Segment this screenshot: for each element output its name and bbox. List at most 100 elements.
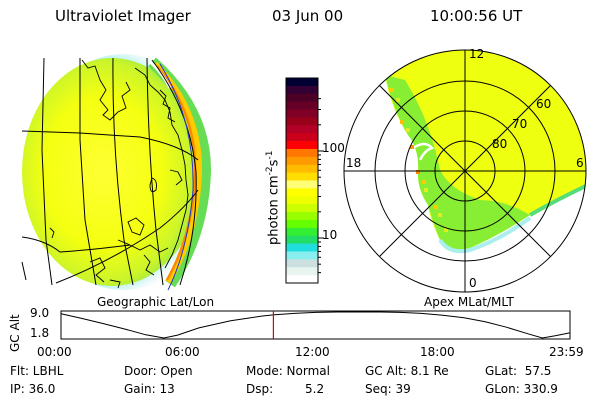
colorbar-band [286, 275, 318, 284]
colorbar-band [286, 172, 318, 181]
colorbar-band [286, 93, 318, 103]
colorbar-band [286, 188, 318, 197]
emission-spots [390, 88, 454, 240]
colorbar-band [286, 164, 318, 174]
lat-label-60: 60 [536, 97, 552, 111]
coastline [134, 67, 189, 269]
coastline [81, 59, 131, 121]
coastline [89, 257, 106, 283]
coastlines [49, 59, 189, 289]
altitude-curve [60, 311, 570, 339]
colorbar-band [286, 117, 318, 126]
emission-fringe [529, 183, 586, 217]
colorbar-unit-text2: s [266, 159, 282, 167]
colorbar-band [286, 219, 318, 229]
aurora-arc-mid [152, 61, 203, 284]
status-gain: Gain: 13 [124, 382, 175, 396]
colorbar-frame [285, 77, 319, 284]
axis-diagonal [379, 85, 551, 257]
status-mode: Mode: Normal [246, 364, 330, 378]
colorbar-band [286, 204, 318, 213]
emission-edge [385, 75, 530, 252]
colorbar-band [286, 196, 318, 205]
right-panel-caption: Apex MLat/MLT [424, 295, 514, 309]
colorbar-band [286, 227, 318, 237]
meridian [112, 57, 134, 286]
altitude-ylabel: GC Alt [8, 314, 22, 352]
colorbar-band [286, 85, 318, 95]
colorbar-tick-10: 10 [322, 228, 338, 242]
status-filter: Flt: LBHL [10, 364, 64, 378]
coastline [127, 217, 145, 236]
emission-spot [434, 205, 438, 209]
colorbar-band [286, 133, 318, 142]
colorbar-band [286, 101, 318, 111]
time-tick-1200: 12:00 [295, 345, 330, 359]
time-tick-0000: 00:00 [37, 345, 72, 359]
emission-spot [444, 228, 448, 232]
lat-label-80: 80 [492, 137, 508, 151]
mlt-label-18: 18 [346, 156, 362, 170]
emission-spot [450, 236, 454, 240]
parallel [21, 261, 27, 281]
emission-spot [400, 120, 404, 124]
emission-spot [438, 213, 442, 217]
colorbar-band [286, 212, 318, 221]
globe-grid [21, 57, 199, 291]
colorbar-band [286, 235, 318, 245]
colorbar-band [286, 251, 318, 260]
emission-spot [406, 128, 410, 132]
coastline [159, 89, 176, 123]
time-tick-2359: 23:59 [549, 345, 584, 359]
status-ip: IP: 36.0 [10, 382, 56, 396]
globe-disk [22, 58, 202, 286]
parallel [21, 236, 131, 253]
aurora-arc-core [156, 65, 197, 281]
lat-label-70: 70 [512, 117, 528, 131]
colorbar-band [286, 180, 318, 189]
coastline [109, 279, 121, 289]
polar-plot [343, 49, 587, 293]
mlt-label-12: 12 [469, 47, 485, 61]
emission-spot [396, 98, 400, 102]
status-glon: GLon: 330.9 [485, 382, 558, 396]
emission-spot [424, 188, 428, 192]
status-dsp-label: Dsp: [246, 382, 274, 396]
colorbar-ticks [318, 98, 324, 274]
colorbar-tick-100: 100 [322, 141, 345, 155]
colorbar [286, 78, 318, 284]
emission-spot [390, 88, 394, 92]
colorbar-unit-label: photon cm-2s-1 [265, 151, 281, 245]
left-panel-caption: Geographic Lat/Lon [97, 295, 215, 309]
colorbar-band [286, 243, 318, 252]
emission-spot [422, 180, 426, 184]
time-tick-0600: 06:00 [165, 345, 200, 359]
mlt-label-6: 6 [576, 156, 584, 170]
altitude-plot-frame [60, 310, 571, 340]
colorbar-band [286, 109, 318, 118]
colorbar-band [286, 125, 318, 134]
meridian [79, 58, 97, 286]
coastline [143, 254, 155, 276]
colorbar-band [286, 141, 318, 150]
meridian [151, 59, 197, 286]
status-gc-alt: GC Alt: 8.1 Re [365, 364, 449, 378]
meridian [146, 57, 164, 286]
mlt-label-0: 0 [469, 276, 477, 290]
time-tick-1800: 18:00 [420, 345, 455, 359]
status-dsp-value: 5.2 [305, 382, 325, 396]
time-label: 10:00:56 UT [430, 7, 523, 25]
altitude-ytick-1-8: 1.8 [30, 326, 50, 340]
meridian [41, 57, 53, 286]
polar-grid [343, 49, 587, 293]
status-seq: Seq: 39 [365, 382, 411, 396]
colorbar-unit-exp1: -2 [265, 166, 275, 176]
coastline [149, 177, 157, 193]
colorbar-band [286, 259, 318, 268]
limb-line [159, 63, 194, 291]
coastline [117, 239, 169, 253]
emission-spot [416, 170, 420, 174]
colorbar-band [286, 267, 318, 276]
instrument-title: Ultraviolet Imager [55, 7, 191, 25]
